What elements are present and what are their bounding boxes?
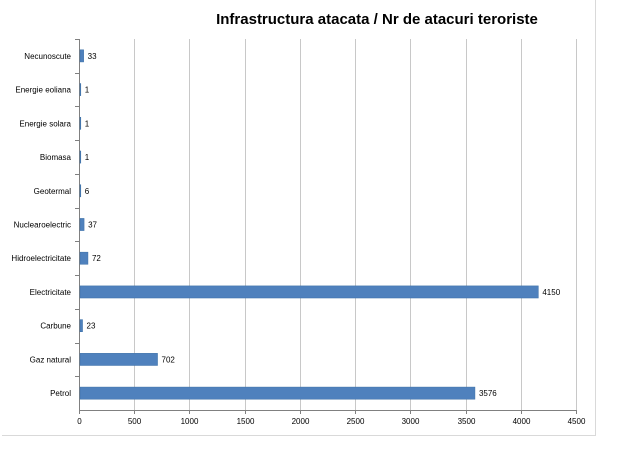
- category-label: Nuclearoelectric: [14, 221, 71, 230]
- bar: [79, 116, 82, 130]
- x-tick-label: 4500: [568, 417, 586, 426]
- data-label: 4150: [542, 288, 560, 297]
- category-label: Necunoscute: [24, 52, 71, 61]
- data-label: 1: [85, 86, 90, 95]
- bar: [79, 150, 82, 164]
- data-label: 3576: [479, 389, 497, 398]
- x-tick-label: 2500: [347, 417, 365, 426]
- data-label: 1: [85, 119, 90, 128]
- category-label: Electricitate: [30, 288, 72, 297]
- category-label: Carbune: [40, 322, 71, 331]
- bar: [79, 386, 476, 400]
- data-label: 6: [85, 187, 90, 196]
- chart-frame: [2, 0, 596, 436]
- data-label: 23: [87, 322, 96, 331]
- data-label: 1: [85, 153, 90, 162]
- bar: [79, 353, 158, 366]
- category-label: Petrol: [50, 389, 71, 398]
- category-label: Gaz natural: [30, 355, 72, 364]
- category-label: Hidroelectricitate: [11, 254, 71, 263]
- category-label: Biomasa: [40, 153, 72, 162]
- data-label: 702: [162, 355, 176, 364]
- axes: [75, 39, 577, 414]
- x-tick-label: 4000: [513, 417, 531, 426]
- bar: [79, 83, 82, 96]
- bars: [79, 49, 539, 400]
- data-label: 72: [92, 254, 101, 263]
- category-label: Geotermal: [34, 187, 72, 196]
- x-tick-label: 1500: [237, 417, 255, 426]
- x-tick-label: 3000: [402, 417, 420, 426]
- category-label: Energie eoliana: [15, 86, 71, 95]
- data-label: 37: [88, 221, 97, 230]
- grid-lines: [134, 39, 577, 410]
- bar: [79, 218, 85, 231]
- x-tick-label: 1000: [181, 417, 199, 426]
- bar: [79, 251, 89, 265]
- data-label: 33: [88, 52, 97, 61]
- x-tick-label: 3500: [458, 417, 476, 426]
- x-tick-label: 0: [77, 417, 82, 426]
- bar: [79, 49, 84, 63]
- bar: [79, 319, 83, 333]
- bar: [79, 285, 539, 299]
- x-tick-label: 500: [128, 417, 142, 426]
- x-tick-label: 2000: [292, 417, 310, 426]
- category-label: Energie solara: [19, 119, 71, 128]
- chart-title: Infrastructura atacata / Nr de atacuri t…: [216, 11, 538, 28]
- labels: 0 500 1000 1500 2000 2500 3000 3500 4000 4500 Necu…: [11, 52, 586, 426]
- bar: [79, 184, 82, 198]
